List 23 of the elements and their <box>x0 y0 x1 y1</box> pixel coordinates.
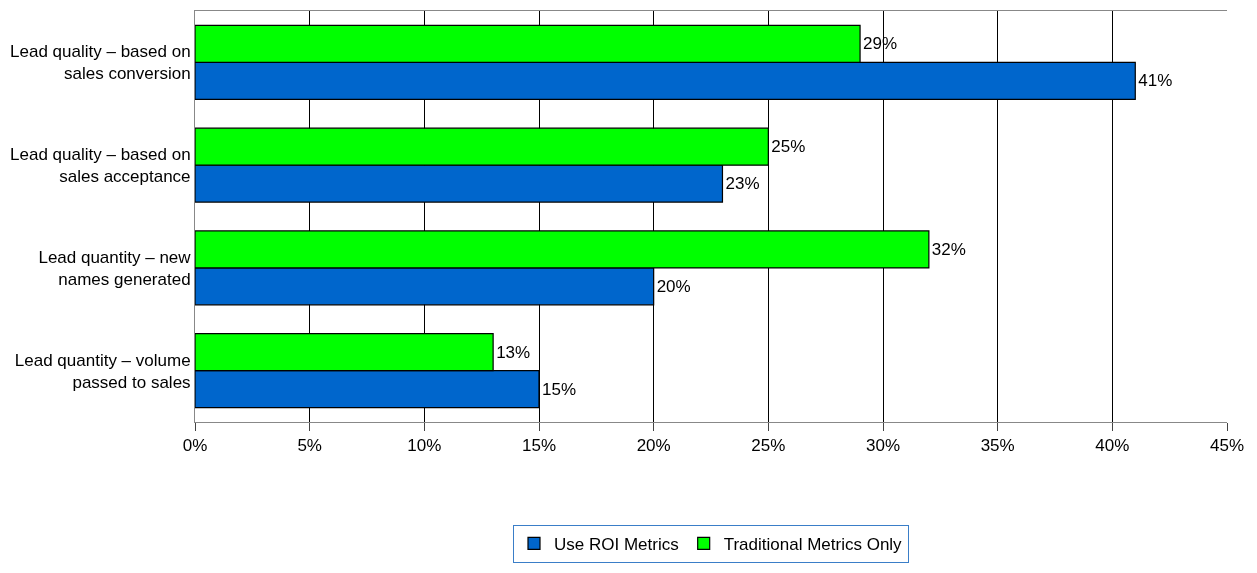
x-tick-label: 0% <box>182 436 208 456</box>
data-label: 15% <box>542 379 577 399</box>
data-label: 13% <box>496 342 531 362</box>
x-tick-label: 5% <box>297 436 322 456</box>
x-tick-label: 25% <box>751 436 786 456</box>
x-tick-label: 40% <box>1095 436 1130 456</box>
legend-label: Use ROI Metrics <box>554 534 679 554</box>
x-tick-label: 15% <box>521 436 557 456</box>
x-tick-label: 35% <box>980 436 1015 456</box>
legend-label: Traditional Metrics Only <box>723 534 903 554</box>
y-tick-label: Lead quality – based on sales acceptance <box>10 145 191 187</box>
x-tick-label: 45% <box>1209 436 1245 456</box>
x-tick-label: 30% <box>865 436 901 456</box>
data-label: 23% <box>725 174 760 194</box>
data-label: 20% <box>656 276 691 296</box>
x-tick-label: 20% <box>636 436 671 456</box>
y-tick-label: Lead quantity – volume passed to sales <box>14 350 191 392</box>
data-label: 41% <box>1138 71 1173 91</box>
x-tick-label: 10% <box>407 436 442 456</box>
data-label: 32% <box>931 239 966 259</box>
y-tick-label: Lead quantity – new names generated <box>38 247 192 289</box>
y-tick-label: Lead quality – based on sales conversion <box>10 42 191 84</box>
data-label: 25% <box>771 137 806 157</box>
